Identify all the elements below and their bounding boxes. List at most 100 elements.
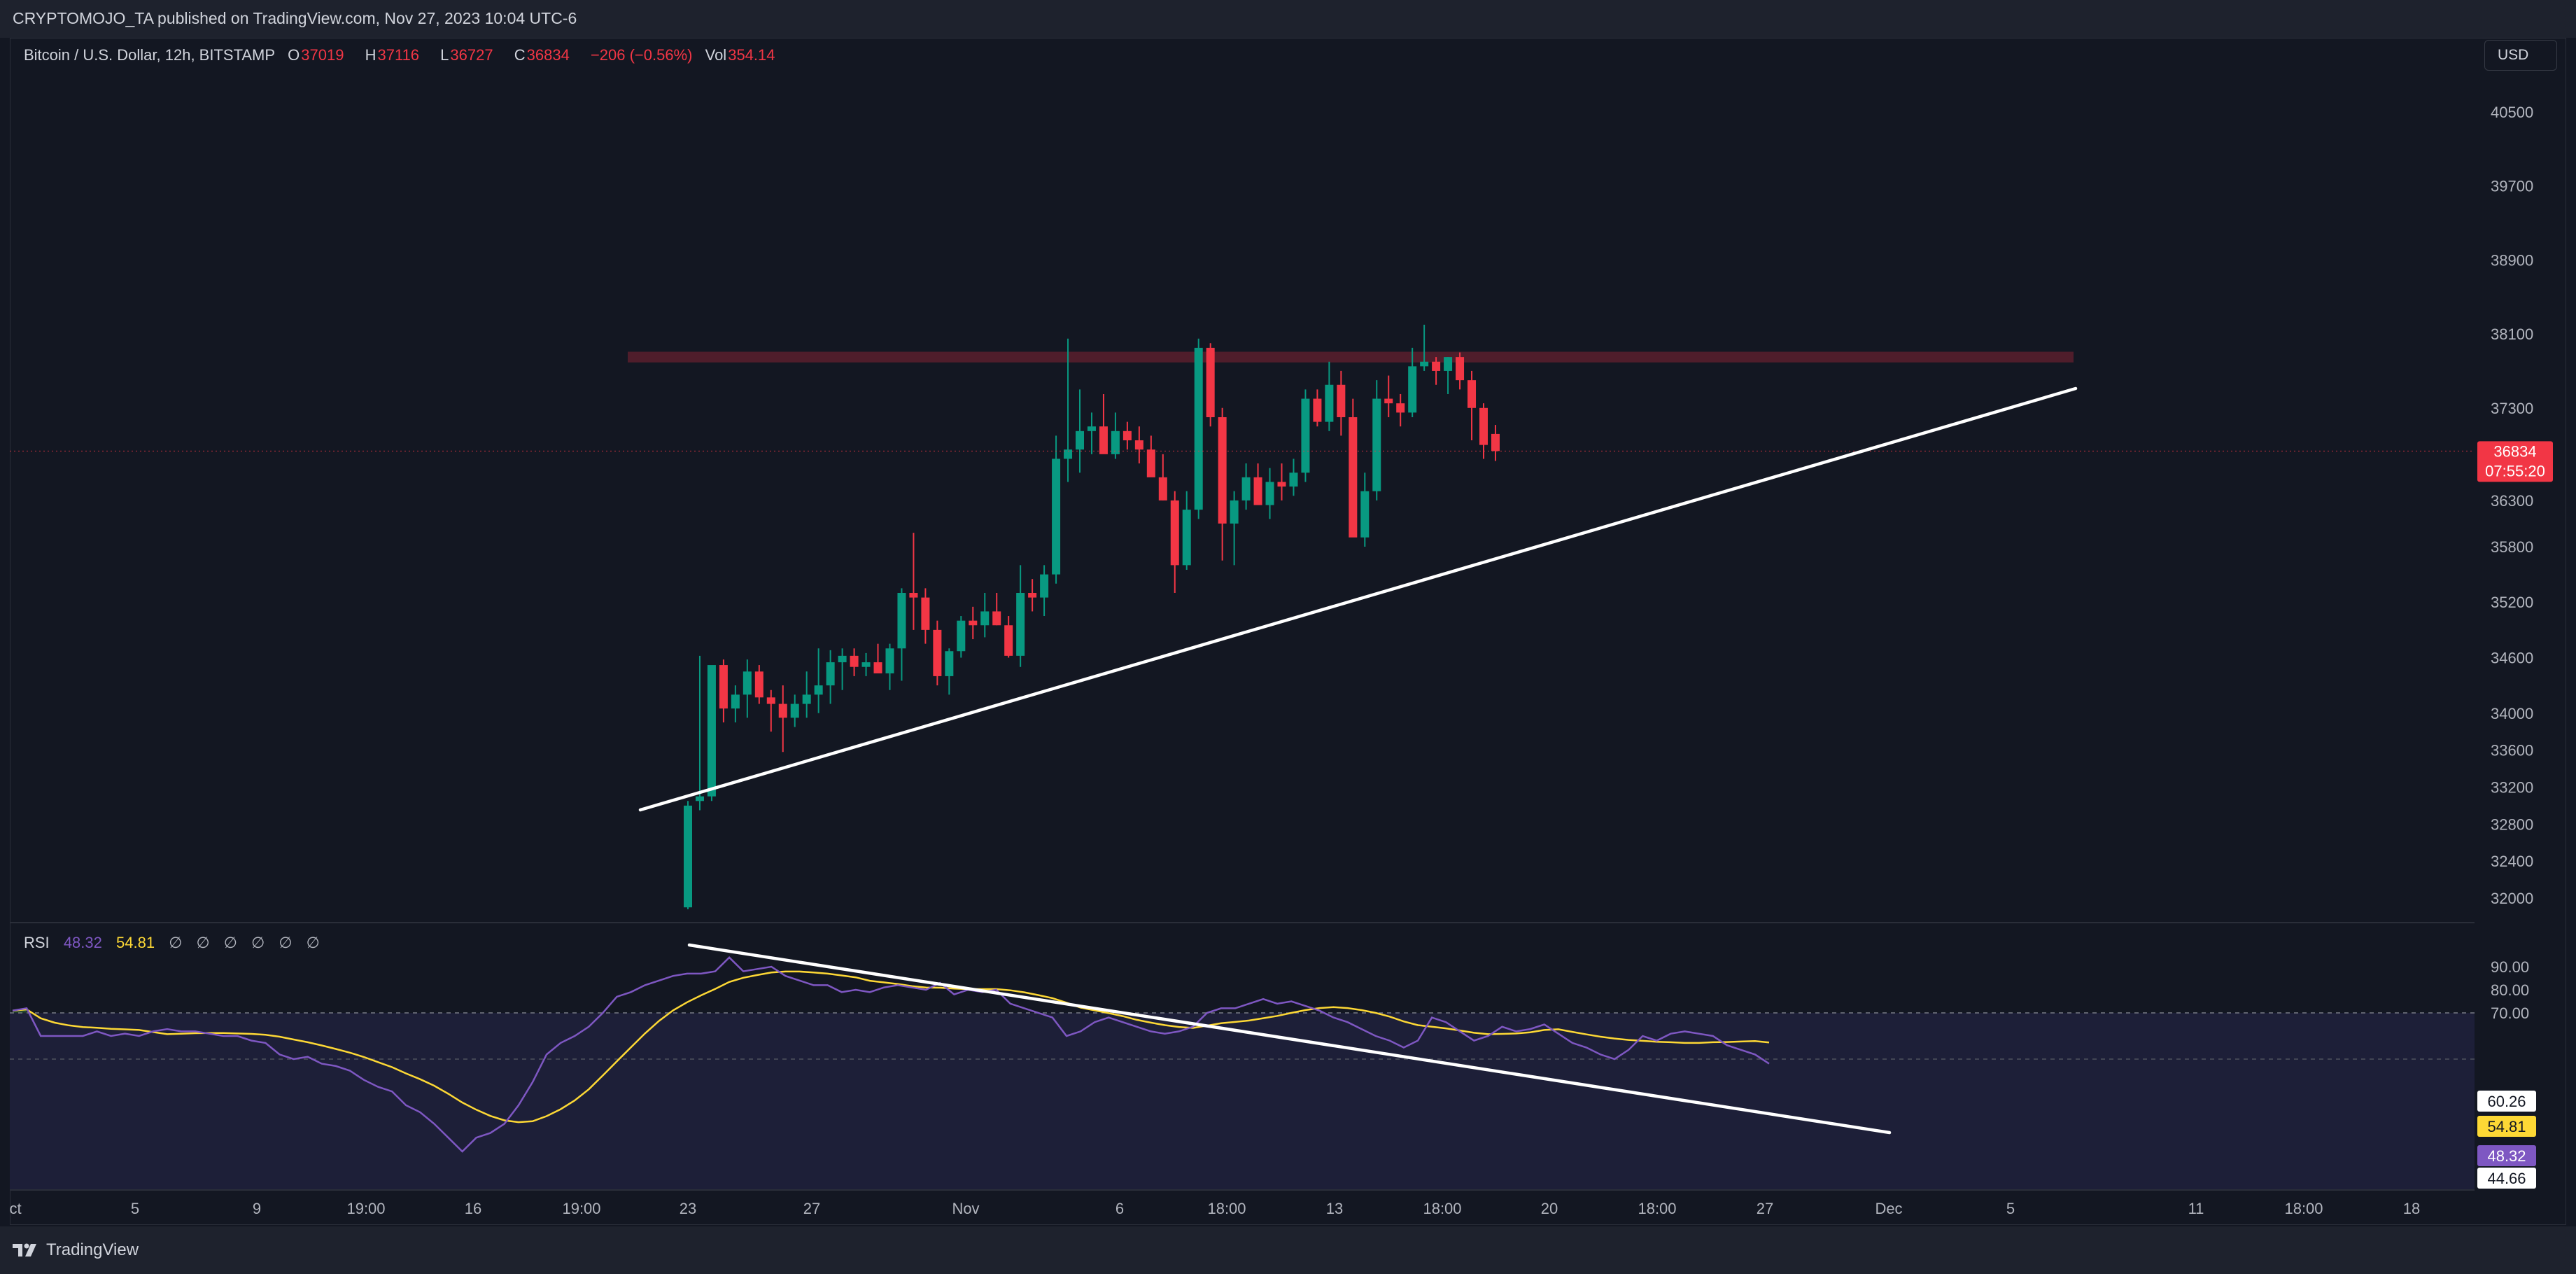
rsi-ma-tag-text: 54.81 [2487,1118,2526,1135]
candle-body [814,685,823,695]
candle-body [1158,477,1167,500]
ascending-trendline [638,386,2078,812]
candle [1099,393,1108,454]
candle [1158,454,1167,500]
candle [802,671,811,718]
price-tick: 38900 [2491,251,2533,269]
candle [921,588,930,644]
candle [1111,412,1120,459]
time-tick: 6 [1115,1200,1124,1217]
candle-body [861,662,871,667]
time-tick: 9 [253,1200,261,1217]
time-tick: 19:00 [346,1200,385,1217]
candle-body [1122,430,1132,441]
candle-body [1265,482,1274,505]
candle [1087,412,1096,454]
rsi-value-tag [2477,1145,2536,1166]
candle-body [1016,593,1025,656]
currency-button[interactable]: USD [2484,40,2557,71]
candle [1349,398,1358,538]
candle-body [1408,366,1417,413]
candle-body [873,662,882,673]
candle [1408,347,1417,417]
resistance-zone [628,351,2074,363]
candle [1444,357,1453,394]
tradingview-logo-icon [13,1243,36,1256]
candle [719,659,728,722]
rsi-legend: RSI 48.32 54.81 ∅ ∅ ∅ ∅ ∅ ∅ [24,934,330,952]
bar-countdown: 07:55:20 [2485,462,2545,479]
high-label: H [365,46,376,64]
rsi-band [10,1013,2475,1190]
price-tick: 34000 [2491,705,2533,722]
candle [838,648,847,690]
time-tick: 16 [465,1200,481,1217]
low-label: L [440,46,449,64]
rsi-placeholder: ∅ [251,934,265,951]
candle-body [707,665,716,797]
candle-body [790,704,799,718]
rsi-lower-tag-text: 44.66 [2487,1170,2526,1187]
time-tick: Dec [1875,1200,1902,1217]
last-price-tag [2477,441,2553,482]
candle-body [897,593,906,649]
candle-body [754,671,763,698]
candle-body [1325,384,1334,422]
close-value: 36834 [526,46,570,64]
candle [1360,472,1370,547]
candle-body [1301,398,1310,473]
candle-body [695,796,704,802]
high-value: 37116 [377,46,420,64]
candle-body [933,629,942,676]
candle [1384,375,1393,417]
rsi-tick: 70.00 [2491,1004,2529,1022]
last-price-value: 36834 [2493,442,2536,460]
candle-body [719,665,728,709]
candle [814,648,823,713]
price-tick: 34600 [2491,649,2533,666]
candle-body [945,651,954,676]
candle [1028,579,1037,612]
candle [1064,338,1073,482]
candle [945,648,954,695]
candle-body [1076,430,1085,450]
candle [1420,324,1429,371]
candle [1182,491,1191,570]
candle-body [1194,347,1203,510]
candle-body [957,620,966,652]
candle-body [850,655,859,667]
top-bar [0,0,2576,38]
candle [1253,463,1262,505]
candle-body [838,655,847,663]
candle [1218,407,1227,561]
tradingview-logo[interactable]: TradingView [13,1240,139,1260]
candle-body [1028,593,1037,598]
candle [731,685,740,722]
time-tick: ct [9,1200,21,1217]
candle-body [1360,491,1370,538]
volume-label: Vol [705,46,727,64]
rsi-placeholder: ∅ [223,934,237,951]
price-tick: 37300 [2491,400,2533,417]
time-tick: 18:00 [2284,1200,2323,1217]
chart-frame [10,38,2566,1225]
candle [1052,435,1061,584]
candle [1313,389,1322,427]
rsi-lower-tag [2477,1168,2536,1189]
candle-body [1444,357,1453,371]
time-tick: 19:00 [562,1200,600,1217]
candle-body [1170,500,1179,566]
candle-body [921,597,930,630]
candle-body [969,620,978,626]
candle [1206,343,1215,427]
price-tick: 36300 [2491,492,2533,510]
candle [1265,468,1274,519]
time-tick: 13 [1326,1200,1343,1217]
candle [1076,389,1085,473]
candle [933,620,942,686]
change-value: −206 (−0.56%) [590,46,693,64]
candle-body [1396,403,1405,413]
price-tick: 39700 [2491,178,2533,195]
time-tick: 18:00 [1207,1200,1246,1217]
